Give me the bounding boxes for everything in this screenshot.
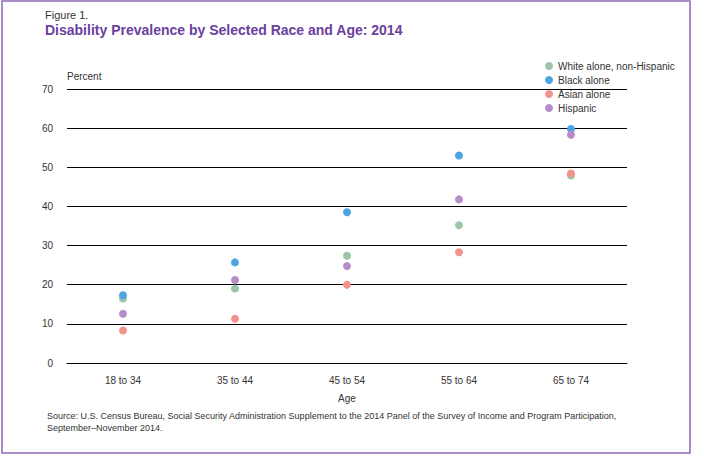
svg-text:65 to 74: 65 to 74	[553, 375, 590, 386]
svg-text:20: 20	[42, 279, 54, 290]
svg-text:Figure 1.: Figure 1.	[45, 9, 88, 21]
svg-text:Hispanic: Hispanic	[558, 103, 596, 114]
svg-text:60: 60	[42, 123, 54, 134]
svg-text:30: 30	[42, 240, 54, 251]
svg-text:Age: Age	[338, 393, 356, 404]
svg-text:Asian alone: Asian alone	[558, 89, 611, 100]
svg-text:35 to 44: 35 to 44	[217, 375, 254, 386]
svg-text:Disability Prevalence by Selec: Disability Prevalence by Selected Race a…	[45, 22, 403, 38]
svg-text:55 to 64: 55 to 64	[441, 375, 478, 386]
svg-text:45 to 54: 45 to 54	[329, 375, 366, 386]
svg-text:Source: U.S. Census Bureau, So: Source: U.S. Census Bureau, Social Secur…	[47, 411, 619, 421]
svg-text:Black alone: Black alone	[558, 75, 610, 86]
svg-text:70: 70	[42, 84, 54, 95]
svg-text:0: 0	[47, 358, 53, 369]
svg-text:Percent: Percent	[67, 71, 102, 82]
svg-text:50: 50	[42, 162, 54, 173]
svg-text:White alone, non-Hispanic: White alone, non-Hispanic	[558, 61, 675, 72]
svg-text:10: 10	[42, 318, 54, 329]
svg-text:18 to 34: 18 to 34	[105, 375, 142, 386]
svg-text:September–November 2014.: September–November 2014.	[47, 423, 163, 433]
svg-text:40: 40	[42, 201, 54, 212]
